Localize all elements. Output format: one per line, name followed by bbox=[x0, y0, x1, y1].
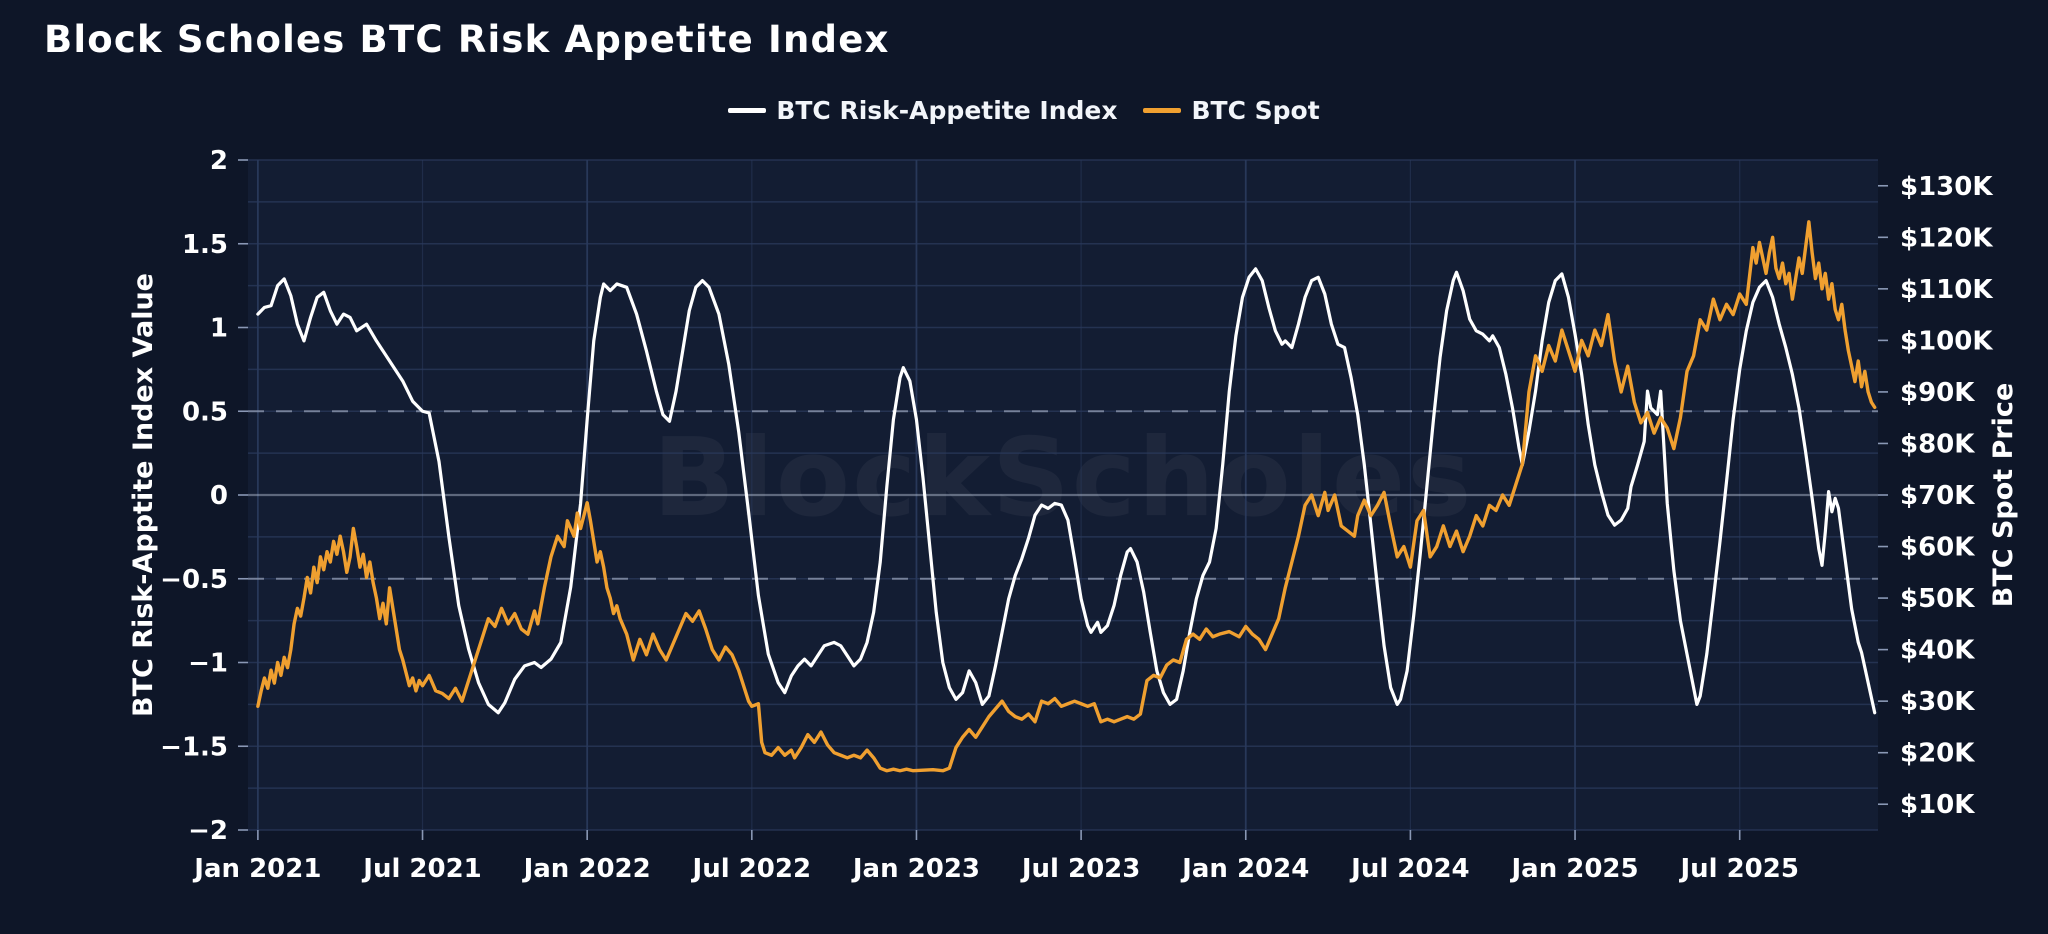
x-axis-tick-label: Jan 2025 bbox=[1509, 854, 1638, 884]
y2-axis-tick-label: $40K bbox=[1900, 636, 1975, 666]
y-axis-tick-label: 1 bbox=[210, 314, 228, 344]
y2-axis-title: BTC Spot Price bbox=[1988, 383, 2019, 608]
series-line-index bbox=[256, 267, 1877, 715]
series-line-spot bbox=[256, 220, 1877, 773]
y2-axis-tick-label: $80K bbox=[1900, 429, 1975, 459]
x-axis-tick-label: Jan 2022 bbox=[522, 854, 651, 884]
y-axis-tick-label: −2 bbox=[188, 816, 228, 846]
y-axis-title: BTC Risk-Apptite Index Value bbox=[128, 273, 159, 717]
y2-axis-tick-label: $100K bbox=[1900, 326, 1993, 356]
y-axis-tick-label: 0 bbox=[210, 481, 228, 511]
y-axis-tick-label: 2 bbox=[210, 146, 228, 176]
x-axis-tick-label: Jan 2023 bbox=[851, 854, 980, 884]
y-axis-tick-label: −1 bbox=[188, 649, 228, 679]
x-axis-tick-label: Jul 2022 bbox=[691, 854, 812, 884]
x-axis-tick-label: Jul 2024 bbox=[1349, 854, 1470, 884]
y2-axis-tick-label: $90K bbox=[1900, 378, 1975, 408]
y-axis-tick-label: −0.5 bbox=[160, 565, 228, 595]
x-axis-tick-label: Jul 2025 bbox=[1678, 854, 1799, 884]
x-axis-tick-label: Jan 2024 bbox=[1180, 854, 1309, 884]
y-axis-tick-label: 0.5 bbox=[182, 397, 228, 427]
y2-axis-tick-label: $50K bbox=[1900, 584, 1975, 614]
x-axis-tick-label: Jan 2021 bbox=[192, 854, 321, 884]
y2-axis-tick-label: $110K bbox=[1900, 275, 1993, 305]
page-title: Block Scholes BTC Risk Appetite Index bbox=[44, 18, 890, 61]
y-axis-tick-label: 1.5 bbox=[182, 230, 228, 260]
y2-axis-tick-label: $130K bbox=[1900, 172, 1993, 202]
x-axis-tick-label: Jul 2021 bbox=[361, 854, 482, 884]
y2-axis-tick-label: $20K bbox=[1900, 739, 1975, 769]
y2-axis-tick-label: $120K bbox=[1900, 223, 1993, 253]
plot-area bbox=[248, 160, 1878, 830]
y-axis-tick-label: −1.5 bbox=[160, 732, 228, 762]
y2-axis-tick-label: $70K bbox=[1900, 481, 1975, 511]
y2-axis-tick-label: $10K bbox=[1900, 790, 1975, 820]
y2-axis-tick-label: $30K bbox=[1900, 687, 1975, 717]
x-axis-tick-label: Jul 2023 bbox=[1020, 854, 1141, 884]
y2-axis-tick-label: $60K bbox=[1900, 533, 1975, 563]
